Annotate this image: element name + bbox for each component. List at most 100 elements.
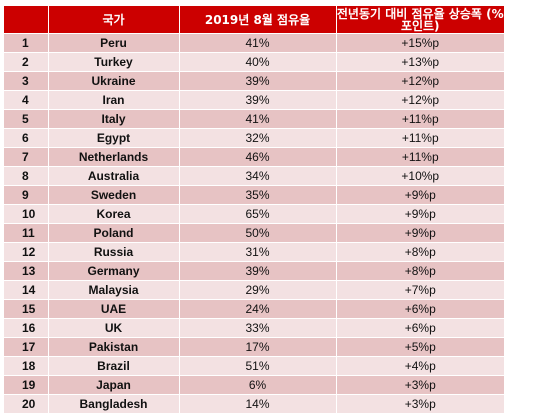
- table-row: 16 UK 33% +6%p: [4, 318, 504, 338]
- table-body: 1 Peru 41% +15%p 2 Turkey 40% +13%p 3 Ukraine 39% +…: [4, 33, 504, 414]
- change-cell: +6%p: [336, 299, 504, 319]
- share-cell: 65%: [179, 204, 337, 224]
- table-row: 5 Italy 41% +11%p: [4, 109, 504, 129]
- change-cell: +8%p: [336, 261, 504, 281]
- share-cell: 6%: [179, 375, 337, 395]
- share-cell: 50%: [179, 223, 337, 243]
- share-table: 국가 2019년 8월 점유율 전년동기 대비 점유율 상승폭 (% 포인트) …: [4, 6, 504, 414]
- rank-cell: 8: [4, 166, 49, 186]
- country-cell: Bangladesh: [48, 394, 180, 414]
- change-cell: +9%p: [336, 185, 504, 205]
- country-cell: Egypt: [48, 128, 180, 148]
- country-cell: Brazil: [48, 356, 180, 376]
- table-row: 19 Japan 6% +3%p: [4, 375, 504, 395]
- share-cell: 17%: [179, 337, 337, 357]
- country-cell: Australia: [48, 166, 180, 186]
- change-cell: +8%p: [336, 242, 504, 262]
- country-cell: Netherlands: [48, 147, 180, 167]
- table-row: 6 Egypt 32% +11%p: [4, 128, 504, 148]
- rank-cell: 5: [4, 109, 49, 129]
- share-cell: 46%: [179, 147, 337, 167]
- share-cell: 39%: [179, 71, 337, 91]
- table-row: 2 Turkey 40% +13%p: [4, 52, 504, 72]
- country-cell: UK: [48, 318, 180, 338]
- rank-cell: 11: [4, 223, 49, 243]
- rank-cell: 10: [4, 204, 49, 224]
- rank-cell: 7: [4, 147, 49, 167]
- header-country: 국가: [48, 6, 180, 34]
- table-row: 15 UAE 24% +6%p: [4, 299, 504, 319]
- change-cell: +7%p: [336, 280, 504, 300]
- share-table-container: 국가 2019년 8월 점유율 전년동기 대비 점유율 상승폭 (% 포인트) …: [4, 6, 504, 414]
- rank-cell: 14: [4, 280, 49, 300]
- table-row: 3 Ukraine 39% +12%p: [4, 71, 504, 91]
- share-cell: 32%: [179, 128, 337, 148]
- change-cell: +4%p: [336, 356, 504, 376]
- table-header: 국가 2019년 8월 점유율 전년동기 대비 점유율 상승폭 (% 포인트): [4, 6, 504, 34]
- table-row: 12 Russia 31% +8%p: [4, 242, 504, 262]
- table-row: 20 Bangladesh 14% +3%p: [4, 394, 504, 414]
- table-row: 14 Malaysia 29% +7%p: [4, 280, 504, 300]
- rank-cell: 1: [4, 33, 49, 53]
- country-cell: Peru: [48, 33, 180, 53]
- table-row: 1 Peru 41% +15%p: [4, 33, 504, 53]
- rank-cell: 17: [4, 337, 49, 357]
- table-row: 18 Brazil 51% +4%p: [4, 356, 504, 376]
- share-cell: 41%: [179, 109, 337, 129]
- table-row: 13 Germany 39% +8%p: [4, 261, 504, 281]
- rank-cell: 4: [4, 90, 49, 110]
- share-cell: 31%: [179, 242, 337, 262]
- rank-cell: 18: [4, 356, 49, 376]
- change-cell: +9%p: [336, 204, 504, 224]
- rank-cell: 6: [4, 128, 49, 148]
- change-cell: +9%p: [336, 223, 504, 243]
- rank-cell: 9: [4, 185, 49, 205]
- country-cell: Turkey: [48, 52, 180, 72]
- change-cell: +11%p: [336, 147, 504, 167]
- share-cell: 40%: [179, 52, 337, 72]
- country-cell: Italy: [48, 109, 180, 129]
- rank-cell: 20: [4, 394, 49, 414]
- change-cell: +11%p: [336, 128, 504, 148]
- country-cell: Sweden: [48, 185, 180, 205]
- change-cell: +15%p: [336, 33, 504, 53]
- table-row: 10 Korea 65% +9%p: [4, 204, 504, 224]
- rank-cell: 3: [4, 71, 49, 91]
- table-row: 4 Iran 39% +12%p: [4, 90, 504, 110]
- change-cell: +6%p: [336, 318, 504, 338]
- change-cell: +11%p: [336, 109, 504, 129]
- header-row: 국가 2019년 8월 점유율 전년동기 대비 점유율 상승폭 (% 포인트): [4, 6, 504, 34]
- country-cell: Korea: [48, 204, 180, 224]
- table-row: 8 Australia 34% +10%p: [4, 166, 504, 186]
- rank-cell: 16: [4, 318, 49, 338]
- share-cell: 14%: [179, 394, 337, 414]
- share-cell: 35%: [179, 185, 337, 205]
- change-cell: +3%p: [336, 375, 504, 395]
- change-cell: +12%p: [336, 90, 504, 110]
- share-cell: 51%: [179, 356, 337, 376]
- country-cell: Germany: [48, 261, 180, 281]
- share-cell: 29%: [179, 280, 337, 300]
- table-row: 11 Poland 50% +9%p: [4, 223, 504, 243]
- change-cell: +13%p: [336, 52, 504, 72]
- country-cell: Japan: [48, 375, 180, 395]
- change-cell: +10%p: [336, 166, 504, 186]
- table-row: 9 Sweden 35% +9%p: [4, 185, 504, 205]
- country-cell: Ukraine: [48, 71, 180, 91]
- change-cell: +3%p: [336, 394, 504, 414]
- rank-cell: 15: [4, 299, 49, 319]
- rank-cell: 19: [4, 375, 49, 395]
- rank-cell: 13: [4, 261, 49, 281]
- country-cell: Poland: [48, 223, 180, 243]
- share-cell: 39%: [179, 90, 337, 110]
- share-cell: 33%: [179, 318, 337, 338]
- share-cell: 39%: [179, 261, 337, 281]
- country-cell: Malaysia: [48, 280, 180, 300]
- rank-cell: 12: [4, 242, 49, 262]
- share-cell: 41%: [179, 33, 337, 53]
- header-change: 전년동기 대비 점유율 상승폭 (% 포인트): [336, 6, 504, 34]
- rank-cell: 2: [4, 52, 49, 72]
- header-share: 2019년 8월 점유율: [179, 6, 337, 34]
- table-row: 7 Netherlands 46% +11%p: [4, 147, 504, 167]
- share-cell: 34%: [179, 166, 337, 186]
